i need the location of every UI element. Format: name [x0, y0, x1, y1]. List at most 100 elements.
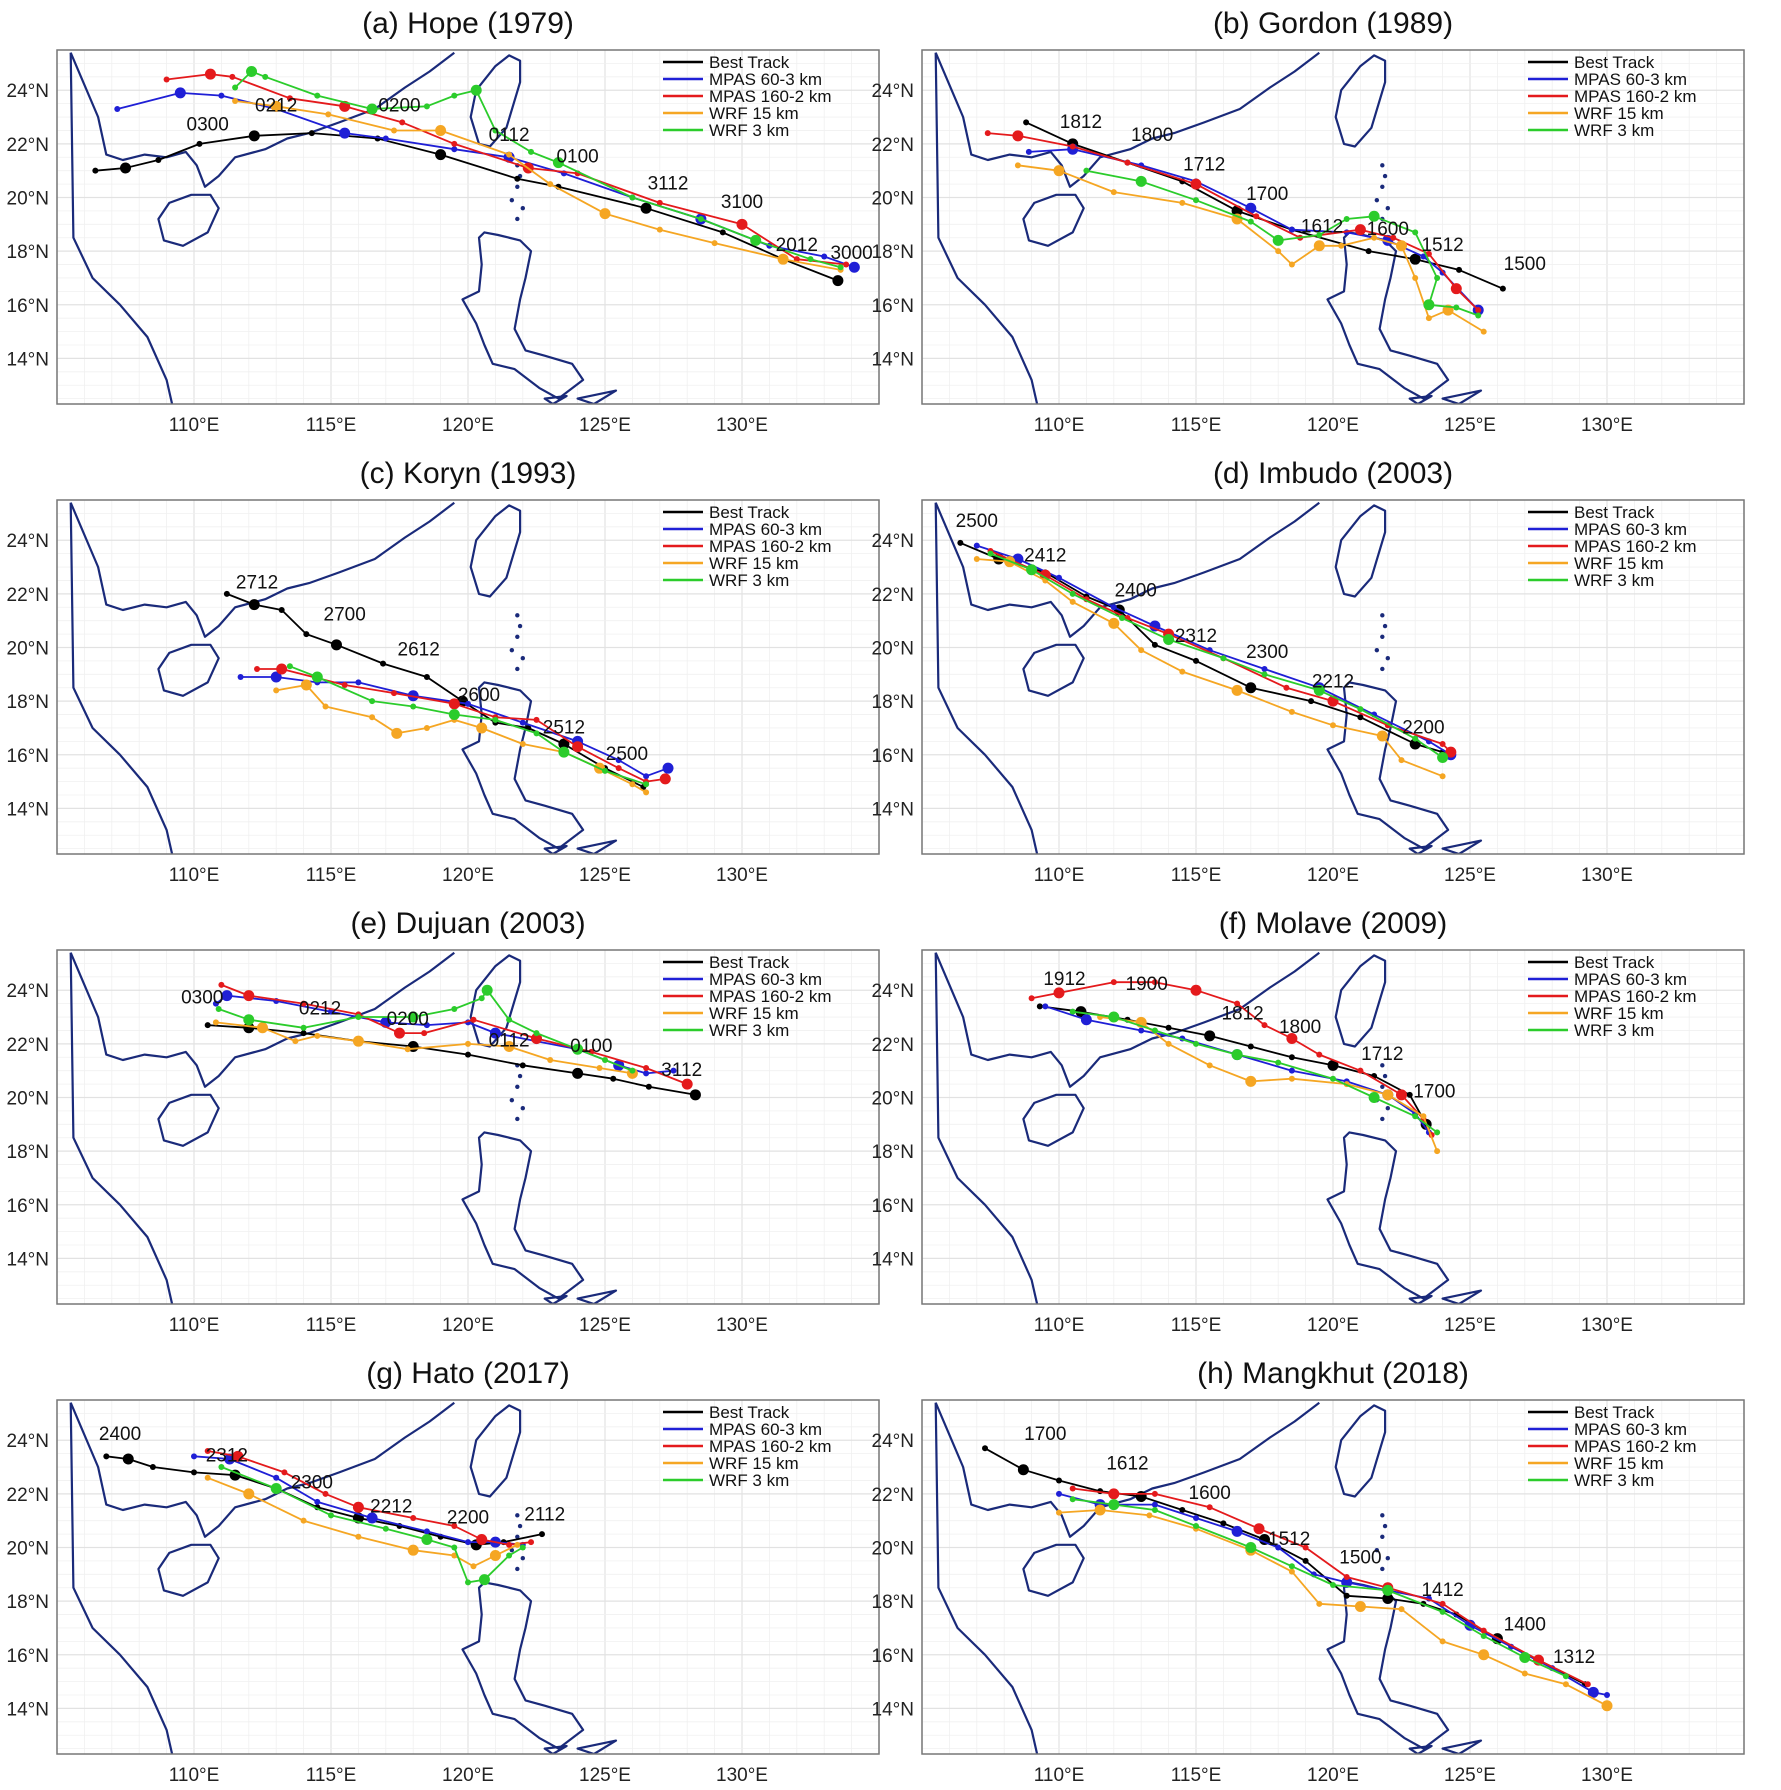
track-point [662, 762, 674, 774]
time-label: 1712 [1361, 1044, 1403, 1065]
x-tick-label: 130°E [716, 1765, 768, 1786]
track-point [1338, 242, 1345, 249]
gridlines [921, 1399, 1745, 1754]
track-point [547, 1056, 554, 1063]
island-minor [576, 389, 618, 404]
track-point [204, 1474, 211, 1481]
track-point [1313, 684, 1325, 696]
track-point [1434, 274, 1441, 281]
island-taiwan [469, 1404, 522, 1498]
track-line [289, 665, 647, 786]
coastline-indochina [69, 952, 174, 1304]
track-point [465, 1579, 471, 1586]
track-point [1094, 1504, 1106, 1516]
track-point [1012, 130, 1024, 142]
island-dot [515, 1116, 520, 1122]
track-point [1151, 1027, 1158, 1034]
track-point [1193, 657, 1199, 664]
island-minor [576, 839, 618, 854]
track-point [1245, 1075, 1257, 1087]
track-point [423, 1022, 430, 1029]
track-point [697, 215, 704, 222]
track-point [355, 679, 362, 686]
track-point [451, 1552, 458, 1559]
island-dot [1382, 1073, 1388, 1079]
island-dot [1380, 1116, 1385, 1122]
time-label: 3112 [648, 173, 689, 194]
y-tick-label: 24°N [7, 1431, 49, 1452]
x-tick-label: 130°E [1581, 865, 1633, 886]
track-point [451, 1544, 458, 1551]
track-point [1396, 240, 1407, 252]
legend-label: Best Track [709, 503, 790, 522]
track-point [1119, 615, 1126, 621]
x-tick-label: 120°E [442, 1765, 494, 1786]
island-luzon [1326, 681, 1450, 850]
island-dot [515, 634, 520, 639]
track-point [243, 990, 255, 1002]
panel-7: (g) Hato (2017) 2400 2312 2300 2212 2200 2112 B… [7, 1357, 880, 1786]
track-point [465, 1040, 471, 1047]
tracks [103, 1447, 545, 1586]
track-point [957, 539, 964, 546]
track-point [421, 1533, 433, 1545]
track-point [1036, 1003, 1043, 1010]
track-point [355, 1014, 362, 1021]
track-point [1420, 1113, 1427, 1120]
x-tick-label: 125°E [579, 1765, 631, 1786]
track-point [273, 687, 280, 694]
track-point [399, 119, 406, 126]
track-point [1382, 1592, 1394, 1604]
legend-label: WRF 3 km [709, 121, 789, 140]
track-point [246, 65, 258, 77]
track-point [689, 1089, 701, 1101]
time-label: 3000 [830, 243, 872, 264]
track-point [470, 84, 482, 96]
series-wrf-3-km [286, 663, 650, 788]
time-label: 0300 [187, 114, 229, 135]
island-minor [1441, 389, 1483, 404]
track-point [1406, 1091, 1413, 1098]
time-label: 2212 [1312, 672, 1354, 693]
island-dot [1385, 1556, 1390, 1561]
track-point [1193, 1523, 1199, 1530]
panel-1: (a) Hope (1979) 0300 0212 0200 0112 0100 3112 3… [7, 7, 880, 436]
track-point [1179, 199, 1186, 206]
track-point [1275, 248, 1282, 255]
track-point [1434, 1129, 1441, 1136]
plot-frame [56, 49, 880, 405]
x-tick-label: 130°E [716, 1315, 768, 1336]
track-point [1069, 1008, 1076, 1015]
track-point [987, 550, 994, 557]
track-point [629, 1067, 636, 1074]
track-point [339, 127, 351, 139]
y-tick-label: 16°N [872, 746, 914, 767]
gridlines [921, 949, 1745, 1304]
track-point [602, 1056, 608, 1063]
track-point [533, 730, 540, 737]
track-point [1521, 1670, 1528, 1677]
series-mpas-160-2-km [984, 130, 1482, 314]
legend-label: MPAS 160-2 km [1574, 537, 1697, 556]
track-point [1253, 213, 1260, 220]
coastline-indochina [69, 52, 174, 404]
track-point [300, 1024, 307, 1031]
track-point [1135, 175, 1147, 187]
x-tick-label: 110°E [169, 865, 220, 886]
track-point [1450, 283, 1462, 295]
track-point [533, 716, 540, 723]
track-point [1245, 1542, 1257, 1553]
y-tick-label: 22°N [872, 585, 914, 606]
island-minor [543, 394, 568, 404]
track-point [1423, 299, 1435, 311]
y-tick-label: 18°N [872, 1142, 914, 1163]
track-point [232, 97, 239, 104]
x-tick-label: 120°E [1307, 1315, 1359, 1336]
track-point [1023, 119, 1030, 126]
series-best-track [92, 130, 844, 287]
x-tick-label: 120°E [1307, 865, 1359, 886]
track-point [212, 1000, 219, 1007]
track-point [218, 981, 225, 988]
time-label: 1512 [1268, 1529, 1310, 1550]
track-point [248, 130, 260, 142]
